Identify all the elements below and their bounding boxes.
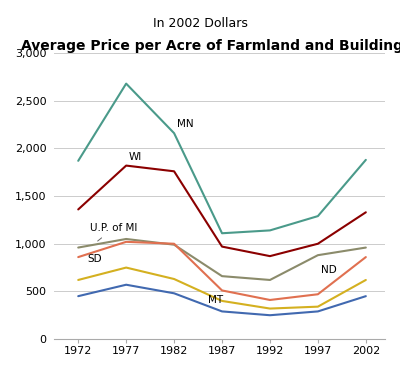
Text: MN: MN [177, 119, 194, 129]
Text: ND: ND [321, 265, 336, 275]
Title: Average Price per Acre of Farmland and Buildings*: Average Price per Acre of Farmland and B… [21, 39, 400, 53]
Text: SD: SD [88, 254, 102, 264]
Text: WI: WI [129, 152, 142, 162]
Text: MT: MT [208, 295, 223, 305]
Text: U.P. of MI: U.P. of MI [90, 223, 137, 241]
Text: In 2002 Dollars: In 2002 Dollars [152, 17, 248, 30]
